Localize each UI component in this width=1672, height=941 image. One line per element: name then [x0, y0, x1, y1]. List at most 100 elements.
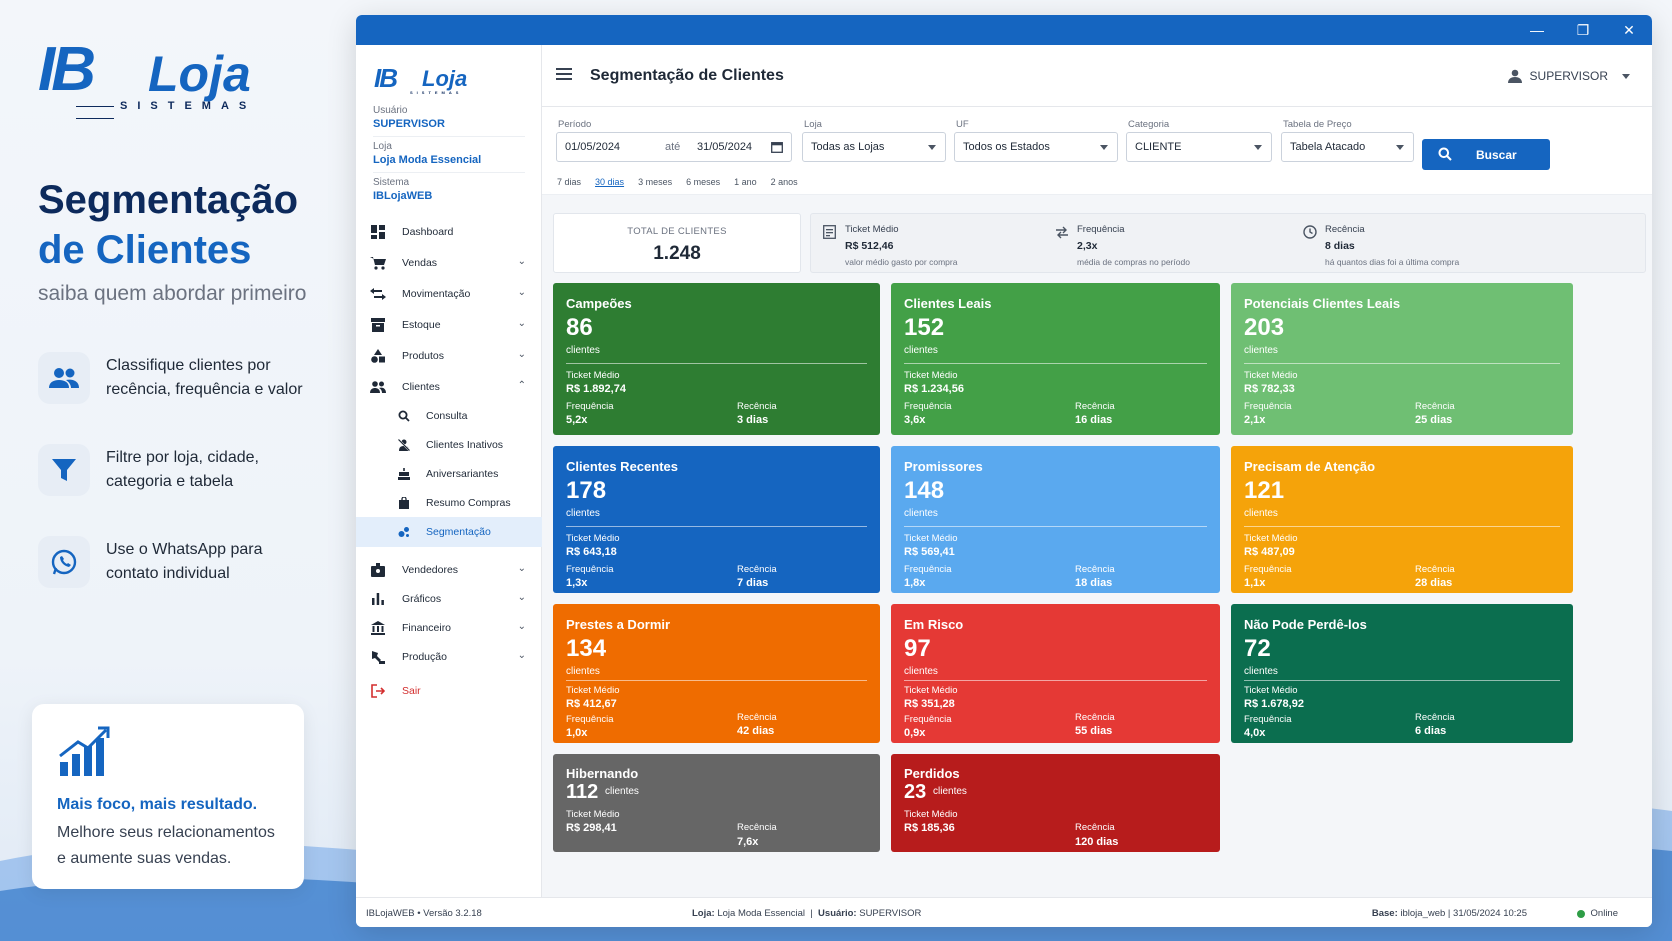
- people-icon: [38, 352, 90, 404]
- ticket-value: R$ 185,36: [904, 822, 955, 834]
- sidebar-item-segmentacao[interactable]: Segmentação: [356, 517, 542, 547]
- segment-card-precisam-de-atencao[interactable]: Precisam de Atenção 121 clientes Ticket …: [1231, 446, 1573, 593]
- promo-card-title: Mais foco, mais resultado.: [57, 796, 258, 813]
- period-input[interactable]: 01/05/2024 até 31/05/2024: [556, 132, 792, 162]
- sidebar-item-clientes-inativos[interactable]: Clientes Inativos: [356, 430, 542, 460]
- user-icon: [1507, 69, 1522, 83]
- quick-period-30-dias[interactable]: 30 dias: [595, 177, 625, 187]
- sidebar-item-estoque[interactable]: Estoque ⌄: [356, 310, 542, 340]
- segment-count-unit: clientes: [566, 508, 600, 519]
- maximize-button[interactable]: ❐: [1576, 21, 1590, 38]
- hamburger-menu-icon[interactable]: [556, 67, 572, 85]
- recency-value: 25 dias: [1415, 414, 1453, 426]
- ticket-value: R$ 487,09: [1244, 546, 1295, 558]
- segment-card-campeoes[interactable]: Campeões 86 clientes Ticket Médio R$ 1.8…: [553, 283, 880, 435]
- segment-name: Não Pode Perdê-los: [1244, 617, 1367, 632]
- minimize-button[interactable]: —: [1530, 22, 1544, 38]
- chevron-up-icon: ⌃: [517, 380, 526, 391]
- sidebar-item-financeiro[interactable]: Financeiro ⌄: [356, 613, 542, 643]
- metric-frequency: Frequência 2,3x média de compras no perí…: [1055, 224, 1305, 268]
- segment-count-unit: clientes: [605, 786, 639, 797]
- promo-title-line2: de Clientes: [38, 228, 252, 272]
- sidebar-item-dashboard[interactable]: Dashboard: [356, 217, 542, 247]
- sidebar-item-vendas[interactable]: Vendas ⌄: [356, 248, 542, 278]
- category-select[interactable]: CLIENTE: [1126, 132, 1272, 162]
- user-menu[interactable]: SUPERVISOR: [1507, 69, 1630, 83]
- search-icon: [1438, 147, 1452, 164]
- segment-card-nao-pode-perde-los[interactable]: Não Pode Perdê-los 72 clientes Ticket Mé…: [1231, 604, 1573, 743]
- metric-recency-label: Recência: [1325, 224, 1365, 235]
- page-header: Segmentação de Clientes SUPERVISOR: [542, 45, 1652, 107]
- uf-select[interactable]: Todos os Estados: [954, 132, 1118, 162]
- recency-label: Recência: [1075, 822, 1115, 833]
- quick-period-3-meses[interactable]: 3 meses: [638, 177, 673, 187]
- search-button[interactable]: Buscar: [1422, 139, 1550, 170]
- recency-label: Recência: [737, 401, 777, 412]
- sidebar-item-label: Dashboard: [402, 226, 454, 238]
- quick-period-7-dias[interactable]: 7 dias: [557, 177, 582, 187]
- segment-card-perdidos[interactable]: Perdidos 23 clientes Ticket Médio R$ 185…: [891, 754, 1220, 852]
- sidebar-item-label: Produtos: [402, 350, 445, 362]
- sidebar-user-info: Usuário SUPERVISOR: [373, 105, 533, 130]
- sidebar-item-sair[interactable]: Sair: [356, 676, 542, 706]
- store-select[interactable]: Todas as Lojas: [802, 132, 946, 162]
- uf-select-value: Todos os Estados: [963, 141, 1050, 153]
- sidebar-item-resumo-compras[interactable]: Resumo Compras: [356, 488, 542, 518]
- date-to-value[interactable]: 31/05/2024: [697, 141, 753, 153]
- ticket-label: Ticket Médio: [1244, 533, 1298, 544]
- chevron-down-icon: ⌄: [517, 287, 526, 298]
- cake-icon: [396, 466, 412, 482]
- sidebar-item-clientes[interactable]: Clientes ⌃: [356, 372, 542, 402]
- bank-icon: [370, 620, 386, 636]
- ticket-value: R$ 298,41: [566, 822, 617, 834]
- online-status-dot: [1576, 909, 1585, 918]
- sidebar-item-produtos[interactable]: Produtos ⌄: [356, 341, 542, 371]
- sidebar-item-movimentacao[interactable]: Movimentação ⌄: [356, 279, 542, 309]
- chevron-down-icon: ⌄: [517, 650, 526, 661]
- sidebar-item-graficos[interactable]: Gráficos ⌄: [356, 584, 542, 614]
- sidebar-logo-loja: Loja: [422, 66, 468, 91]
- segment-count: 23: [904, 781, 927, 803]
- segment-count: 72: [1244, 635, 1271, 662]
- segment-card-prestes-a-dormir[interactable]: Prestes a Dormir 134 clientes Ticket Méd…: [553, 604, 880, 743]
- date-from-value[interactable]: 01/05/2024: [565, 141, 621, 153]
- chevron-down-icon: ⌄: [517, 349, 526, 360]
- segment-card-hibernando[interactable]: Hibernando 112 clientes Ticket Médio R$ …: [553, 754, 880, 852]
- chevron-down-icon: [1396, 145, 1404, 150]
- segment-card-potenciais-clientes-leais[interactable]: Potenciais Clientes Leais 203 clientes T…: [1231, 283, 1573, 435]
- price-table-select[interactable]: Tabela Atacado: [1281, 132, 1414, 162]
- ticket-value: R$ 643,18: [566, 546, 617, 558]
- ticket-value: R$ 351,28: [904, 698, 955, 710]
- sidebar-item-aniversariantes[interactable]: Aniversariantes: [356, 459, 542, 489]
- sidebar-item-vendedores[interactable]: Vendedores ⌄: [356, 555, 542, 585]
- divider: [904, 363, 1207, 364]
- sidebar-item-label: Produção: [402, 651, 447, 663]
- metric-recency: Recência 8 dias há quantos dias foi a úl…: [1303, 224, 1553, 268]
- price-table-value: Tabela Atacado: [1290, 141, 1366, 153]
- date-separator: até: [665, 141, 681, 153]
- recency-value: 120 dias: [1075, 836, 1119, 848]
- close-button[interactable]: ✕: [1623, 21, 1635, 38]
- segment-card-em-risco[interactable]: Em Risco 97 clientes Ticket Médio R$ 351…: [891, 604, 1220, 743]
- sidebar-item-consulta[interactable]: Consulta: [356, 401, 542, 431]
- calendar-icon[interactable]: [771, 141, 783, 156]
- summary-metrics: Ticket Médio R$ 512,46 valor médio gasto…: [810, 213, 1646, 273]
- divider: [373, 172, 525, 173]
- quick-period-1-ano[interactable]: 1 ano: [734, 177, 757, 187]
- segment-card-clientes-leais[interactable]: Clientes Leais 152 clientes Ticket Médio…: [891, 283, 1220, 435]
- ticket-label: Ticket Médio: [904, 533, 958, 544]
- segment-card-promissores[interactable]: Promissores 148 clientes Ticket Médio R$…: [891, 446, 1220, 593]
- metric-ticket-value: R$ 512,46: [845, 240, 894, 252]
- footer-status: Online: [1576, 908, 1618, 919]
- recency-value: 7,6x: [737, 836, 759, 848]
- metric-ticket-desc: valor médio gasto por compra: [845, 257, 958, 267]
- sidebar-item-producao[interactable]: Produção ⌄: [356, 642, 542, 672]
- frequency-value: 2,1x: [1244, 414, 1266, 426]
- quick-period-2-anos[interactable]: 2 anos: [770, 177, 798, 187]
- shopping-bag-icon: [396, 495, 412, 511]
- quick-period-6-meses[interactable]: 6 meses: [686, 177, 721, 187]
- ticket-label: Ticket Médio: [1244, 370, 1298, 381]
- segment-card-clientes-recentes[interactable]: Clientes Recentes 178 clientes Ticket Mé…: [553, 446, 880, 593]
- price-table-filter: Tabela de Preço Tabela Atacado: [1281, 119, 1414, 162]
- ticket-value: R$ 1.892,74: [566, 383, 626, 395]
